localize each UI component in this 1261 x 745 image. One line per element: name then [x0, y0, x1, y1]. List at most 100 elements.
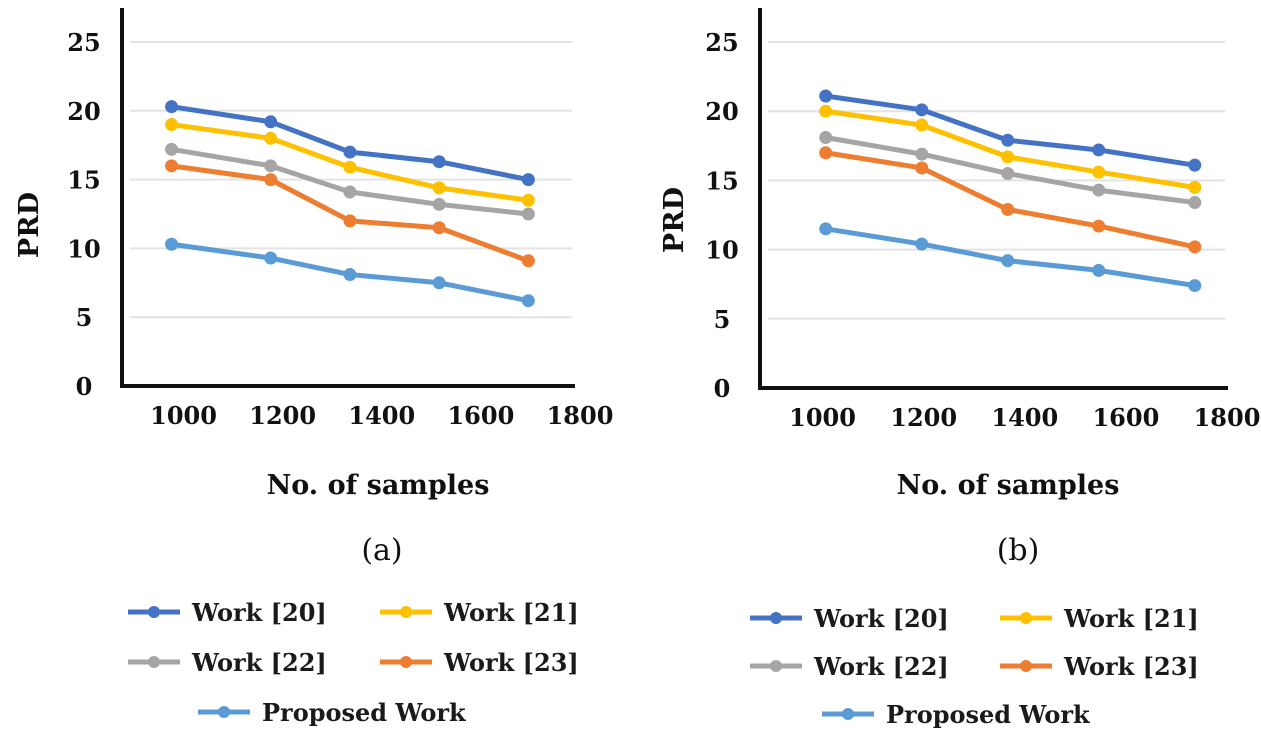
legend-label: Proposed Work — [886, 700, 1091, 729]
legend-swatch-marker — [218, 706, 230, 718]
y-tick-label: 20 — [67, 97, 100, 126]
data-point — [819, 130, 833, 144]
legend-swatch-marker — [148, 656, 160, 668]
data-point — [432, 197, 446, 211]
legend-item: Work [23] — [380, 648, 579, 677]
legend-label: Work [23] — [1063, 652, 1199, 681]
x-tick-label: 1000 — [150, 401, 217, 430]
series-work-20 — [165, 100, 535, 187]
chart-panel-b: 0 5 10 15 20 25 1000 1200 1400 1600 1800 No. of sam… — [659, 8, 1260, 729]
y-axis-title: PRD — [659, 187, 690, 253]
data-point — [1001, 133, 1015, 147]
series-work-23 — [165, 159, 535, 268]
data-point — [915, 161, 929, 175]
y-tick-label: 5 — [714, 305, 731, 334]
legend-item: Work [20] — [128, 598, 327, 627]
data-point — [1188, 180, 1202, 194]
data-point — [1092, 165, 1106, 179]
series-work-21 — [819, 104, 1202, 194]
series-work-21 — [165, 118, 535, 207]
legend-swatch-marker — [400, 656, 412, 668]
data-point — [1188, 158, 1202, 172]
x-tick-label: 1200 — [249, 401, 316, 430]
legend-label: Work [22] — [191, 648, 327, 677]
legend-label: Proposed Work — [262, 698, 467, 727]
data-point — [264, 131, 278, 145]
x-tick-label: 1800 — [547, 401, 614, 430]
data-point — [264, 251, 278, 265]
data-point — [264, 159, 278, 173]
data-point — [165, 142, 179, 156]
x-axis-title: No. of samples — [267, 470, 490, 501]
data-point — [165, 118, 179, 132]
data-point — [432, 181, 446, 195]
data-point — [915, 103, 929, 117]
series-work-22 — [819, 130, 1202, 210]
data-point — [1188, 240, 1202, 254]
legend-item: Work [21] — [1000, 604, 1199, 633]
data-point — [819, 104, 833, 118]
series-line — [825, 150, 1196, 250]
data-point — [165, 237, 179, 251]
data-point — [521, 207, 535, 221]
legend-item: Work [22] — [128, 648, 327, 677]
legend-label: Work [20] — [813, 604, 949, 633]
legend-item: Proposed Work — [822, 700, 1091, 729]
panel-caption: (b) — [997, 533, 1040, 568]
data-point — [1188, 279, 1202, 293]
legend-swatch-marker — [770, 612, 782, 624]
x-tick-label: 1800 — [1194, 403, 1261, 432]
series-work-23 — [819, 146, 1202, 254]
series-proposed-work — [819, 222, 1202, 293]
panel-caption: (a) — [361, 533, 402, 568]
data-point — [1092, 263, 1106, 277]
y-tick-label: 25 — [67, 28, 100, 57]
legend-swatch-marker — [400, 606, 412, 618]
data-point — [915, 237, 929, 251]
x-axis-title: No. of samples — [897, 470, 1120, 501]
x-tick-label: 1400 — [348, 401, 415, 430]
legend-item: Work [21] — [380, 598, 579, 627]
series-work-20 — [819, 89, 1202, 172]
data-point — [165, 100, 179, 114]
data-point — [1001, 150, 1015, 164]
series-proposed-work — [165, 237, 535, 308]
data-point — [343, 268, 357, 282]
legend-swatch-marker — [842, 708, 854, 720]
y-tick-label: 10 — [705, 236, 738, 265]
y-tick-label: 15 — [705, 166, 738, 195]
x-tick-label: 1600 — [1092, 403, 1159, 432]
data-point — [264, 115, 278, 129]
legend-label: Work [23] — [443, 648, 579, 677]
y-tick-label: 0 — [714, 374, 731, 403]
y-tick-label: 10 — [67, 234, 100, 263]
y-tick-label: 15 — [67, 166, 100, 195]
chart-panel-a: 0 5 10 15 20 25 1000 1200 1400 1600 1800 No. of sam… — [14, 8, 613, 727]
data-point — [1001, 202, 1015, 216]
data-point — [1188, 196, 1202, 210]
data-point — [521, 193, 535, 207]
data-point — [1092, 219, 1106, 233]
x-tick-label: 1400 — [991, 403, 1058, 432]
data-point — [819, 146, 833, 160]
data-point — [819, 89, 833, 103]
legend: Work [20] Work [21] Work [22] Work [23] Prop… — [128, 598, 579, 727]
y-tick-label: 20 — [705, 97, 738, 126]
y-tick-label: 5 — [76, 303, 93, 332]
data-point — [915, 147, 929, 161]
data-point — [1092, 183, 1106, 197]
data-point — [521, 173, 535, 187]
data-point — [1092, 143, 1106, 157]
legend-swatch-marker — [1020, 612, 1032, 624]
data-point — [264, 173, 278, 187]
legend-label: Work [20] — [191, 598, 327, 627]
data-point — [1001, 166, 1015, 180]
legend-item: Work [20] — [750, 604, 949, 633]
data-point — [343, 160, 357, 174]
data-point — [432, 221, 446, 235]
data-point — [521, 294, 535, 308]
legend-label: Work [22] — [813, 652, 949, 681]
legend-label: Work [21] — [1063, 604, 1199, 633]
data-point — [521, 254, 535, 268]
